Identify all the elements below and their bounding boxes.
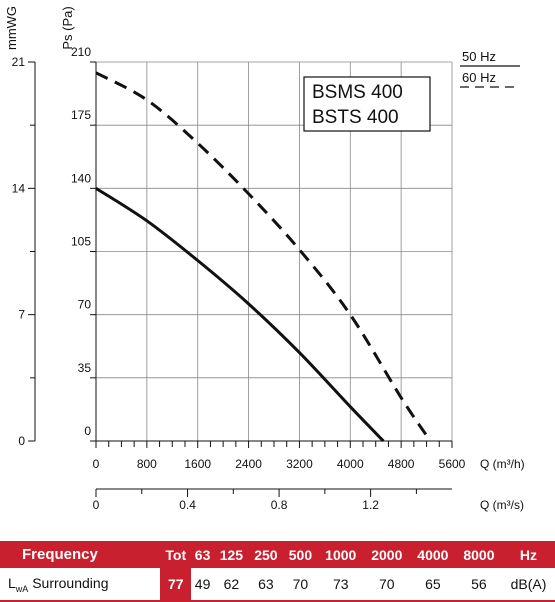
x-tick-label: 5600: [439, 457, 466, 471]
band-header: 125: [214, 541, 249, 568]
sound-power-table: Frequency Tot 63 125 250 500 1000 2000 4…: [0, 541, 555, 602]
x-axis-label: Q (m³/h): [480, 457, 525, 471]
band-header: 8000: [455, 541, 502, 568]
model-box-frame: [303, 76, 431, 132]
x2-tick-label: 0.8: [271, 498, 288, 512]
y-tick-label: 105: [71, 235, 91, 249]
frequency-header-label: Frequency: [0, 541, 161, 568]
lwa-symbol: L: [8, 574, 16, 591]
series-line-50hz: [95, 187, 385, 443]
tot-header: Tot: [160, 541, 192, 568]
band-value: 62: [214, 568, 249, 602]
band-header: 63: [191, 541, 215, 568]
series-line-60hz: [95, 71, 432, 442]
x-tick-label: 0: [93, 457, 100, 471]
band-header: 500: [283, 541, 318, 568]
band-value: 70: [283, 568, 318, 602]
band-header: 1000: [317, 541, 364, 568]
mmwg-tick-label: 0: [18, 434, 25, 448]
band-header: 2000: [363, 541, 410, 568]
y-tick-label: 210: [71, 45, 91, 59]
model-box: BSMS 400 BSTS 400: [303, 76, 431, 132]
model-name-bsts: BSTS 400: [312, 107, 399, 128]
mmwg-tick-label: 7: [18, 308, 25, 322]
x2-axis-label: Q (m³/s): [480, 498, 524, 512]
legend-label-60hz: 60 Hz: [462, 70, 496, 85]
hz-unit-header: Hz: [501, 541, 555, 568]
x-tick-label: 800: [137, 457, 157, 471]
band-value: 73: [317, 568, 364, 602]
legend: 50 Hz 60 Hz: [460, 49, 520, 88]
band-value: 56: [455, 568, 502, 602]
series-layer: [95, 71, 432, 443]
db-unit: dB(A): [501, 568, 555, 602]
band-value: 70: [363, 568, 410, 602]
band-value: 49: [191, 568, 215, 602]
model-name-bsms: BSMS 400: [312, 82, 403, 103]
lwa-row-label: LwA Surrounding: [0, 568, 161, 602]
x2-tick-label: 0: [93, 498, 100, 512]
x-tick-label: 1600: [184, 457, 211, 471]
y-tick-label: 35: [78, 361, 92, 375]
y-axis-label: Ps (Pa): [60, 6, 75, 49]
x2-tick-label: 0.4: [179, 498, 196, 512]
fan-curve-chart: 0 800 1600 2400 3200 4000 4800 5600210175140105…: [4, 6, 525, 512]
y-tick-label: 175: [71, 108, 91, 122]
x2-tick-label: 1.2: [362, 498, 379, 512]
mmwg-tick-label: 21: [12, 55, 26, 69]
legend-label-50hz: 50 Hz: [462, 49, 496, 64]
band-value: 65: [409, 568, 456, 602]
left-axis-label: mmWG: [4, 6, 19, 50]
axes: 0 800 1600 2400 3200 4000 4800 5600210175140105…: [12, 45, 466, 512]
band-value: 63: [248, 568, 284, 602]
y-tick-label: 0: [84, 424, 91, 438]
x-tick-label: 4000: [337, 457, 364, 471]
frequency-header-row: Frequency Tot 63 125 250 500 1000 2000 4…: [0, 541, 555, 568]
x-tick-label: 2400: [235, 457, 262, 471]
mmwg-tick-label: 14: [12, 181, 26, 195]
band-header: 250: [248, 541, 284, 568]
y-tick-label: 70: [78, 298, 92, 312]
lwa-subscript: wA: [15, 583, 29, 594]
y-tick-label: 140: [71, 171, 91, 185]
lwa-surrounding: Surrounding: [28, 574, 109, 591]
sound-power-row: LwA Surrounding 77 49 62 63 70 73 70 65 …: [0, 568, 555, 602]
tot-value: 77: [160, 568, 192, 602]
band-header: 4000: [409, 541, 456, 568]
x-tick-label: 3200: [286, 457, 313, 471]
x-tick-label: 4800: [388, 457, 415, 471]
